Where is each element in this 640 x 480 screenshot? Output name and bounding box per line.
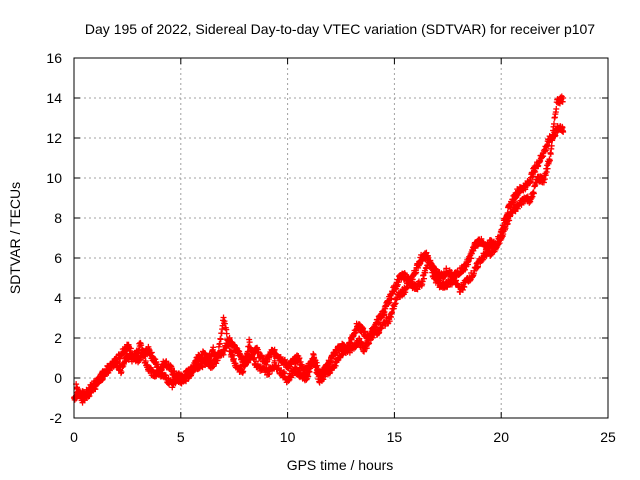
data-point: [127, 345, 134, 352]
data-point: [271, 346, 278, 353]
data-series-group: [73, 93, 567, 406]
data-point: [210, 344, 217, 351]
x-tick-label: 25: [600, 429, 616, 445]
data-point: [202, 350, 209, 357]
data-point: [118, 369, 125, 376]
data-series: [71, 93, 567, 406]
data-point: [547, 151, 554, 158]
data-point: [157, 366, 164, 373]
y-axis-label: SDTVAR / TECUs: [7, 182, 23, 294]
chart-title: Day 195 of 2022, Sidereal Day-to-day VTE…: [85, 21, 595, 37]
y-tick-label: 6: [54, 250, 62, 266]
data-point: [113, 356, 120, 363]
data-point: [215, 349, 222, 356]
data-point: [416, 260, 423, 267]
data-point: [141, 353, 148, 360]
data-point: [223, 330, 230, 337]
data-point: [468, 255, 475, 262]
y-tick-label: 0: [54, 370, 62, 386]
x-axis-label: GPS time / hours: [287, 457, 394, 473]
x-tick-label: 5: [177, 429, 185, 445]
x-tick-label: 0: [70, 429, 78, 445]
y-tick-label: 8: [54, 210, 62, 226]
x-tick-label: 10: [280, 429, 296, 445]
y-tick-label: 14: [46, 90, 62, 106]
data-point: [529, 173, 536, 180]
x-tick-label: 15: [387, 429, 403, 445]
data-point: [217, 336, 224, 343]
y-tick-label: 2: [54, 330, 62, 346]
y-tick-label: -2: [50, 410, 63, 426]
data-point: [205, 355, 212, 362]
data-point: [138, 342, 145, 349]
y-tick-label: 12: [46, 130, 62, 146]
data-point: [362, 328, 369, 335]
data-point: [553, 105, 560, 112]
data-point: [191, 365, 198, 372]
data-point: [522, 186, 529, 193]
data-point: [255, 349, 262, 356]
data-point: [220, 314, 227, 321]
data-point: [297, 358, 304, 365]
data-point: [296, 355, 303, 362]
data-point: [182, 378, 189, 385]
data-point: [89, 386, 96, 393]
x-tick-label: 20: [493, 429, 509, 445]
grid: [74, 58, 608, 418]
y-tick-label: 16: [46, 50, 62, 66]
data-point: [163, 358, 170, 365]
data-point: [214, 357, 221, 364]
data-point: [381, 308, 388, 315]
data-point: [139, 346, 146, 353]
axis-ticks: 0 5 10 15 20 25 -2 0 2 4 6 8 10 12 14 16: [46, 50, 616, 445]
y-tick-label: 4: [54, 290, 62, 306]
data-point: [560, 129, 567, 135]
data-point: [511, 198, 518, 205]
y-tick-label: 10: [46, 170, 62, 186]
